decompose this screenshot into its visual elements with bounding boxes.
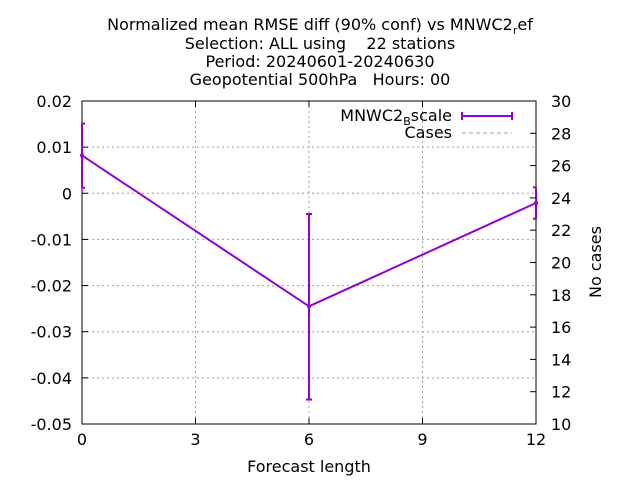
y2-tick-label: 14 xyxy=(551,350,571,369)
legend-swatch-rmse xyxy=(461,112,513,120)
y2-tick-label: 16 xyxy=(551,318,571,337)
legend-tail: scale xyxy=(411,106,452,125)
rmse-line-segment xyxy=(81,154,310,308)
rmse-line-segment xyxy=(308,202,537,308)
y2-tick-label: 18 xyxy=(551,286,571,305)
data-point xyxy=(307,304,311,309)
title-line-4: Geopotential 500hPa Hours: 00 xyxy=(190,70,451,89)
y2-tick-label: 10 xyxy=(551,415,571,434)
legend: MNWC2Bscale Cases xyxy=(340,106,513,142)
y-tick-label: -0.05 xyxy=(31,415,72,434)
x-tick-label: 9 xyxy=(417,430,427,449)
y-tick-label: -0.04 xyxy=(31,369,72,388)
y2-tick-label: 26 xyxy=(551,157,571,176)
x-tick-label: 0 xyxy=(77,430,87,449)
x-tick-label: 3 xyxy=(190,430,200,449)
legend-label-rmse: MNWC2Bscale xyxy=(340,106,452,128)
y2-axis-title: No cases xyxy=(586,226,605,298)
title-subscript-r: r xyxy=(513,24,518,37)
x-axis-title: Forecast length xyxy=(247,457,371,476)
x-tick-label: 12 xyxy=(526,430,546,449)
axis-ticks: 0 3 6 9 12 0.02 0.01 0 -0.01 -0.02 -0.03 -0.04 -0.05… xyxy=(31,92,572,449)
y2-tick-label: 12 xyxy=(551,383,571,402)
chart-title: Normalized mean RMSE diff (90% conf) vs … xyxy=(107,15,533,89)
y-tick-label: 0 xyxy=(62,184,72,203)
y2-tick-label: 20 xyxy=(551,254,571,273)
legend-subscript: B xyxy=(403,115,411,128)
title-line-2: Selection: ALL using 22 stations xyxy=(185,34,455,53)
y2-tick-label: 30 xyxy=(551,92,571,111)
y-tick-label: -0.03 xyxy=(31,323,72,342)
y2-tick-label: 24 xyxy=(551,189,571,208)
y-tick-label: 0.01 xyxy=(36,138,72,157)
data-point xyxy=(80,153,84,158)
title-line-3: Period: 20240601-20240630 xyxy=(205,52,434,71)
y-tick-label: -0.01 xyxy=(31,230,72,249)
x-tick-label: 6 xyxy=(304,430,314,449)
y-tick-label: 0.02 xyxy=(36,92,72,111)
y-tick-label: -0.02 xyxy=(31,277,72,296)
data-point xyxy=(534,200,538,205)
rmse-series xyxy=(80,122,538,401)
legend-label-cases: Cases xyxy=(405,123,453,142)
title-ef: ef xyxy=(517,15,533,34)
title-line-1: Normalized mean RMSE diff (90% conf) vs … xyxy=(107,15,533,37)
y2-tick-label: 22 xyxy=(551,221,571,240)
y2-tick-label: 28 xyxy=(551,124,571,143)
